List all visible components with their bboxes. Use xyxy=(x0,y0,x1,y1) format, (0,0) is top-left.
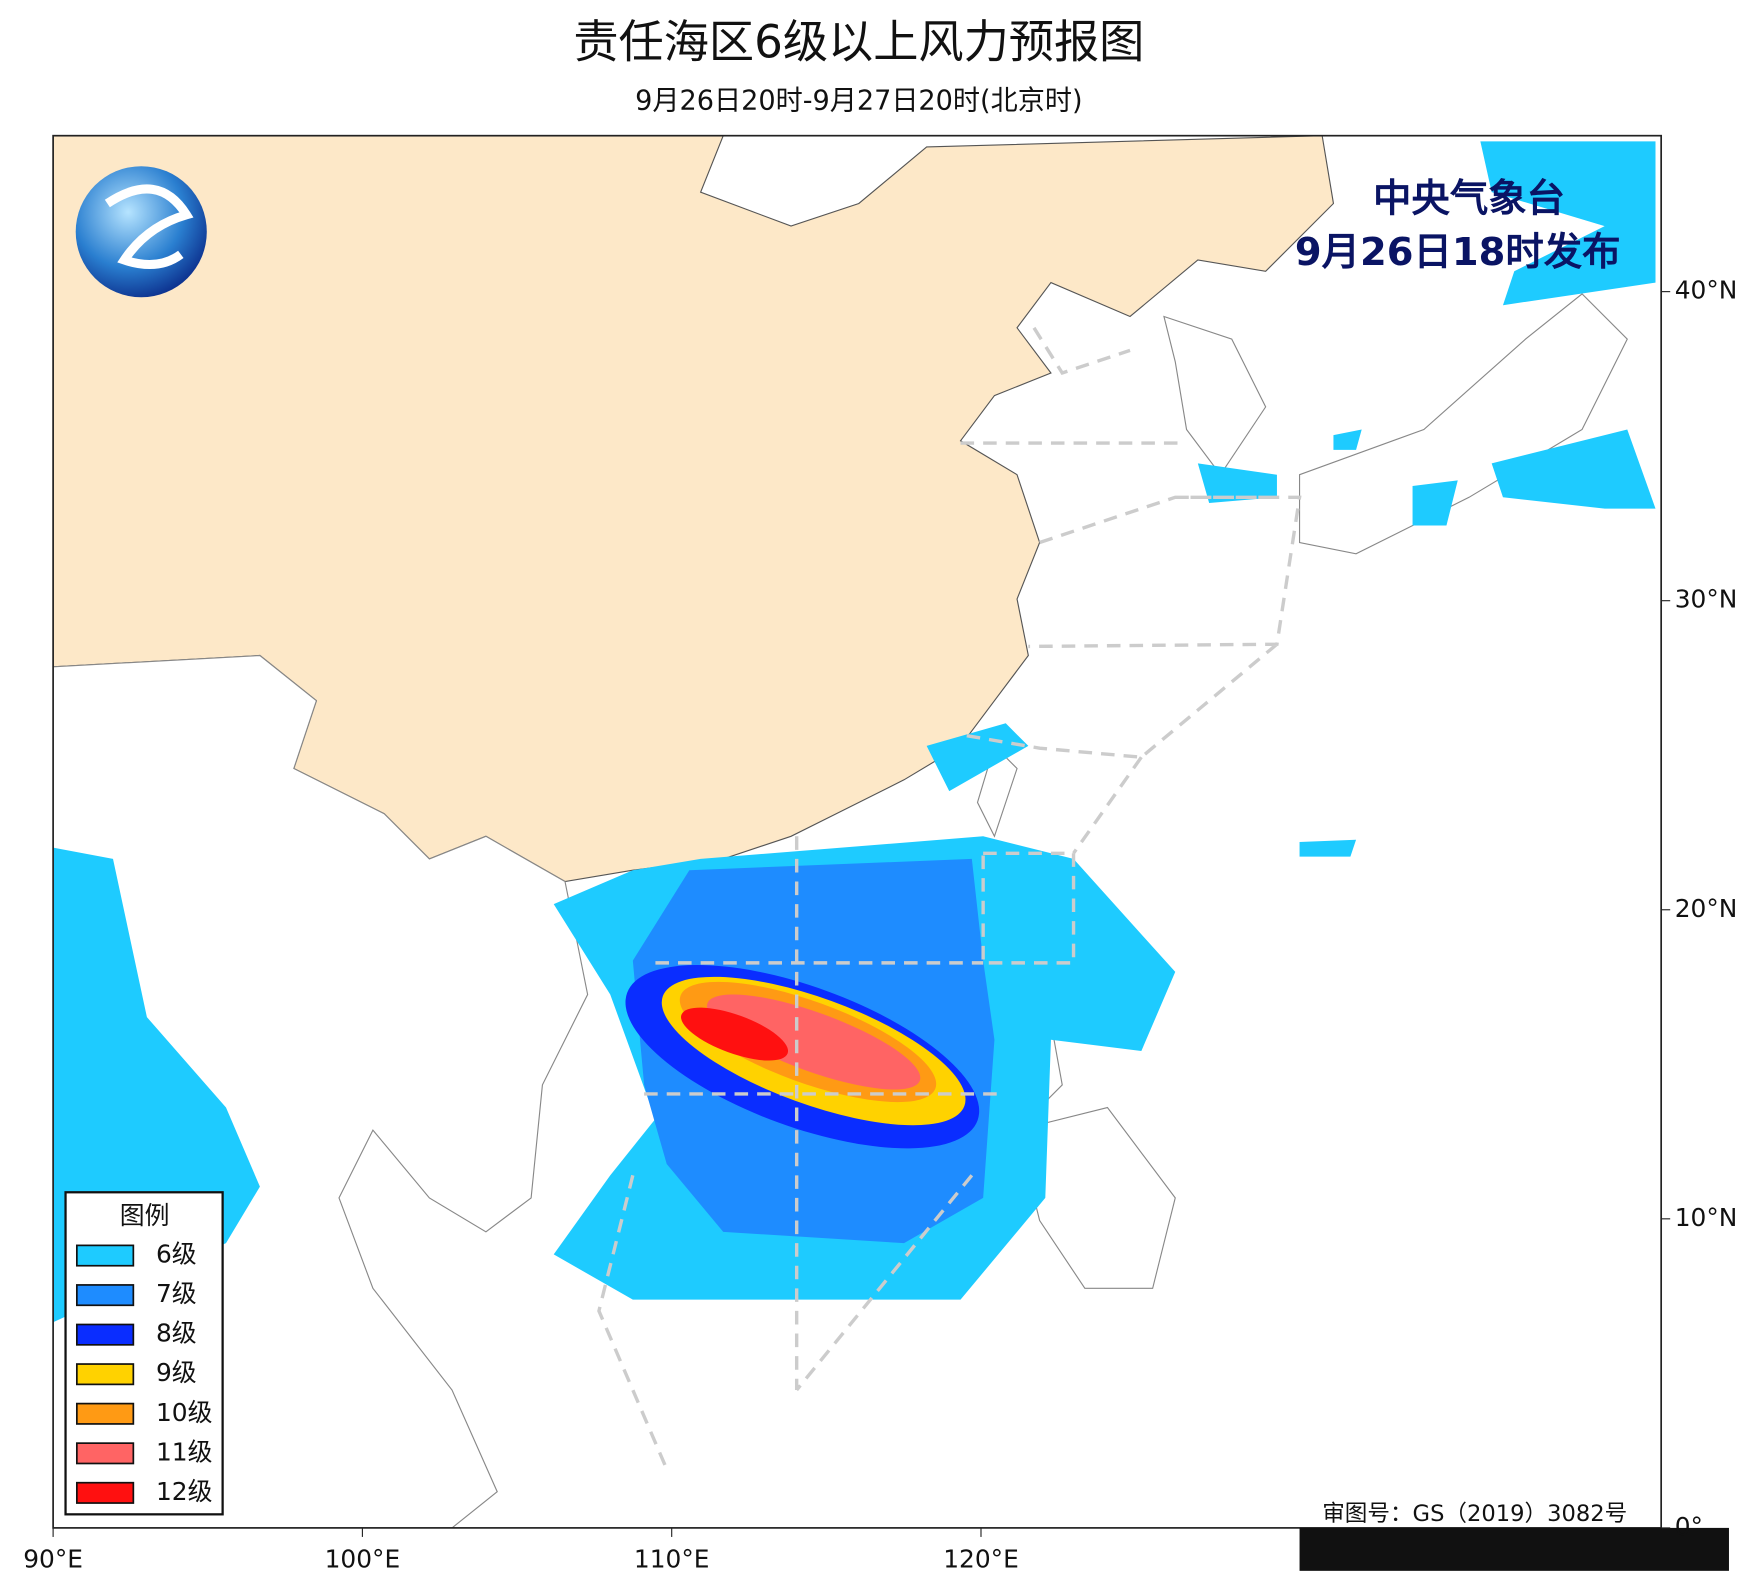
legend-label: 9级 xyxy=(156,1358,197,1387)
legend-swatch xyxy=(75,1363,135,1386)
y-tick-label: 20°N xyxy=(1675,894,1738,923)
wind-level-12 xyxy=(681,1007,789,1061)
x-tick-label: 110°E xyxy=(634,1545,710,1574)
subtitle: 9月26日20时-9月27日20时(北京时) xyxy=(635,85,1082,116)
legend: 图例 6级 7级 8级 9级 10级 11级 12级 xyxy=(64,1191,224,1516)
x-tick-label: 90°E xyxy=(23,1545,83,1574)
legend-title: 图例 xyxy=(120,1201,170,1230)
legend-label: 6级 xyxy=(156,1240,197,1269)
legend-swatch xyxy=(75,1284,135,1307)
title: 责任海区6级以上风力预报图 xyxy=(573,15,1144,68)
legend-swatch xyxy=(75,1402,135,1425)
review-number: 审图号：GS（2019）3082号 xyxy=(1322,1501,1627,1527)
issue-time: 9月26日18时发布 xyxy=(1295,230,1621,275)
x-tick-label: 120°E xyxy=(943,1545,1019,1574)
legend-label: 7级 xyxy=(156,1279,197,1308)
y-tick-label: 30°N xyxy=(1675,585,1738,614)
legend-swatch xyxy=(75,1244,135,1267)
legend-swatch xyxy=(75,1442,135,1465)
wind-level-6 xyxy=(926,429,1656,857)
y-tick-label: 40°N xyxy=(1675,276,1738,305)
legend-label: 10级 xyxy=(156,1398,213,1427)
legend-swatch xyxy=(75,1323,135,1346)
y-tick-label: 0° xyxy=(1675,1512,1703,1541)
wind-level-11 xyxy=(706,994,921,1090)
axes: 90°E 100°E 110°E 120°E 0° 10°N 20°N 30°N 40°N xyxy=(23,276,1737,1574)
legend-label: 8级 xyxy=(156,1319,197,1348)
watermark-bar xyxy=(1299,1527,1729,1571)
wind-level-6 xyxy=(1480,141,1656,306)
map-body xyxy=(53,135,1662,1528)
legend-swatch xyxy=(75,1481,135,1504)
legend-label: 12级 xyxy=(156,1477,213,1506)
legend-label: 11级 xyxy=(156,1437,213,1466)
sea-area-borders xyxy=(597,326,1302,1470)
map-frame xyxy=(52,134,1663,1529)
x-tick-label: 100°E xyxy=(325,1545,401,1574)
y-tick-label: 10°N xyxy=(1675,1203,1738,1232)
agency: 中央气象台 xyxy=(1373,177,1565,222)
logo-mark xyxy=(104,184,194,270)
